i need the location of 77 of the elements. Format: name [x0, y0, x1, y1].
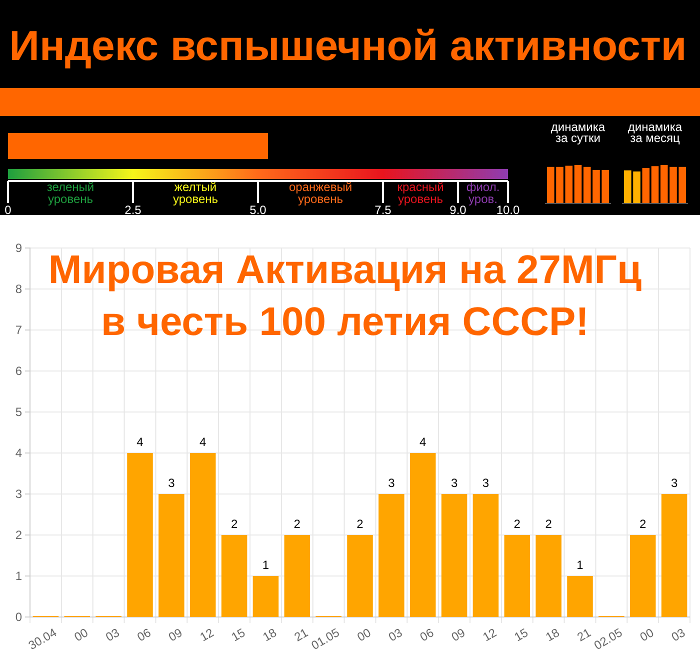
x-tick-label: 18	[543, 625, 562, 644]
data-label: 3	[670, 476, 678, 490]
data-label: 2	[230, 517, 238, 531]
y-tick-label: 2	[15, 528, 22, 542]
data-label: 3	[388, 476, 396, 490]
bar	[661, 494, 688, 617]
text: зеленый уровень	[46, 180, 94, 206]
bar	[630, 535, 656, 617]
y-tick-label: 0	[15, 610, 22, 624]
data-label: 2	[514, 517, 521, 531]
data-label: 3	[168, 476, 176, 490]
x-tick-label: 00	[354, 625, 374, 644]
bar	[536, 535, 562, 617]
x-tick-label: 9.0	[450, 203, 467, 217]
text: желтый уровень	[172, 180, 218, 206]
x-tick-label: 12	[480, 625, 500, 644]
data-label: 1	[262, 558, 270, 572]
x-tick-label: 7.5	[374, 203, 392, 217]
data-label: 1	[576, 558, 584, 572]
text: оранжевый уровень	[288, 180, 352, 206]
chart-title: динамика за месяц	[628, 120, 682, 145]
x-tick-label: 03	[103, 625, 122, 644]
y-tick-label: 3	[15, 486, 22, 501]
bar	[190, 453, 216, 617]
data-label: 2	[545, 517, 552, 531]
chart-title: динамика за сутки	[550, 120, 606, 145]
data-label: 2	[640, 517, 647, 531]
chart-title: Индекс вспышечной активности	[9, 22, 687, 69]
bar	[567, 576, 593, 617]
y-tick-label: 7	[15, 322, 22, 337]
x-tick-label: 09	[448, 625, 468, 644]
x-tick-label: 21	[574, 625, 594, 644]
data-label: 4	[420, 435, 427, 449]
bar	[410, 453, 436, 617]
x-tick-label: 5.0	[250, 203, 267, 217]
data-label: 4	[136, 435, 144, 449]
bar	[378, 494, 404, 617]
x-tick-label: 21	[292, 625, 311, 644]
x-tick-label: 00	[638, 625, 656, 644]
data-label: 4	[200, 435, 207, 449]
text: красный уровень	[397, 180, 444, 206]
bar	[651, 166, 659, 203]
x-tick-label: 09	[166, 625, 185, 644]
y-tick-label: 9	[15, 240, 22, 255]
x-tick-label: 03	[386, 625, 405, 644]
x-tick-label: 12	[198, 625, 216, 644]
bar	[642, 168, 650, 203]
bar	[284, 535, 310, 617]
x-tick-label: 06	[134, 625, 154, 644]
data-label: 3	[482, 476, 490, 490]
x-tick-label: 2.5	[124, 203, 142, 217]
x-tick-label: 18	[260, 625, 280, 644]
y-tick-label: 5	[15, 404, 22, 419]
data-label: 2	[356, 517, 364, 531]
x-tick-label: 15	[512, 625, 531, 644]
bar	[347, 535, 373, 617]
data-label: 3	[450, 476, 458, 490]
x-tick-label: 06	[418, 625, 436, 644]
x-tick-label: 03	[668, 625, 688, 644]
bar	[127, 453, 153, 617]
bar	[472, 494, 499, 617]
bar	[441, 494, 468, 617]
data-label: 2	[294, 517, 301, 531]
text: Мировая Активация на 27МГц в честь 100 летия СССР!	[48, 248, 642, 344]
bar	[158, 494, 184, 617]
y-tick-label: 6	[15, 364, 22, 378]
bar	[221, 535, 248, 617]
x-tick-label: 10.0	[496, 203, 520, 217]
y-tick-label: 1	[15, 568, 22, 583]
bar	[504, 535, 530, 617]
x-tick-label: 0	[4, 203, 12, 217]
bar	[252, 576, 279, 617]
x-tick-label: 00	[72, 625, 91, 644]
y-tick-label: 4	[15, 446, 22, 460]
y-tick-label: 8	[15, 282, 22, 296]
text: фиол. уров.	[466, 180, 500, 206]
x-tick-label: 15	[228, 625, 248, 644]
